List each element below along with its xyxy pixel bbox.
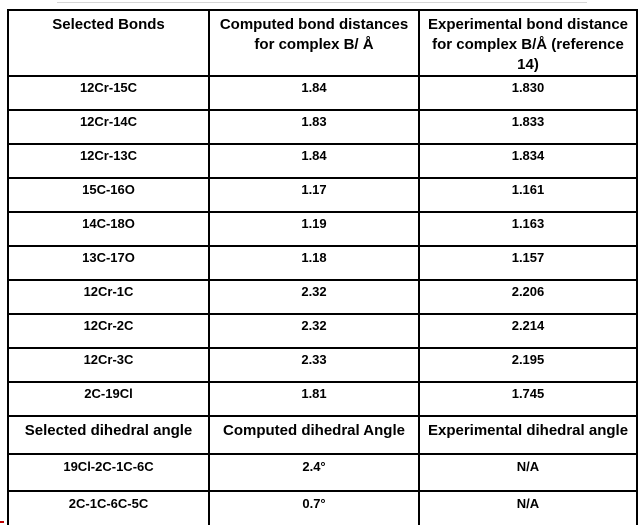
bond-label-cell: 12Cr-15C	[7, 75, 210, 111]
bond-label-cell: 13C-17O	[7, 245, 210, 281]
bond-header-row: Selected Bonds Computed bond distances f…	[7, 9, 638, 77]
computed-value-cell: 2.33	[208, 347, 420, 383]
computed-value-cell: 1.84	[208, 75, 420, 111]
red-mark-artifact	[0, 521, 4, 523]
experimental-value-cell: 1.830	[418, 75, 638, 111]
bond-label-cell: 2C-19Cl	[7, 381, 210, 417]
experimental-value-cell: 1.157	[418, 245, 638, 281]
dihedral-label-cell: 19Cl-2C-1C-6C	[7, 453, 210, 492]
header-computed-dihedral-angle: Computed dihedral Angle	[208, 415, 420, 455]
experimental-value-cell: 2.214	[418, 313, 638, 349]
computed-value-cell: 1.83	[208, 109, 420, 145]
table-row: 19Cl-2C-1C-6C 2.4° N/A	[7, 453, 638, 492]
page-top-rule	[57, 2, 587, 3]
header-computed-bond-distances: Computed bond distances for complex B/ Å	[208, 9, 420, 77]
computed-value-cell: 1.81	[208, 381, 420, 417]
table-row: 14C-18O 1.19 1.163	[7, 211, 638, 247]
bond-label-cell: 12Cr-13C	[7, 143, 210, 179]
computed-value-cell: 1.18	[208, 245, 420, 281]
experimental-value-cell: 2.195	[418, 347, 638, 383]
experimental-value-cell: 1.163	[418, 211, 638, 247]
experimental-value-cell: 2.206	[418, 279, 638, 315]
dihedral-header-row: Selected dihedral angle Computed dihedra…	[7, 415, 638, 455]
header-selected-bonds: Selected Bonds	[7, 9, 210, 77]
experimental-value-cell: 1.834	[418, 143, 638, 179]
experimental-value-cell: 1.833	[418, 109, 638, 145]
bond-label-cell: 12Cr-14C	[7, 109, 210, 145]
bond-label-cell: 12Cr-3C	[7, 347, 210, 383]
bond-label-cell: 12Cr-2C	[7, 313, 210, 349]
computed-angle-cell: 2.4°	[208, 453, 420, 492]
table-row: 2C-1C-6C-5C 0.7° N/A	[7, 490, 638, 525]
computed-value-cell: 2.32	[208, 279, 420, 315]
header-line: Selected Bonds	[52, 16, 165, 33]
table-row: 13C-17O 1.18 1.157	[7, 245, 638, 281]
header-line: for complex B/ Å	[254, 36, 374, 53]
header-experimental-dihedral-angle: Experimental dihedral angle	[418, 415, 638, 455]
experimental-value-cell: 1.161	[418, 177, 638, 213]
table-row: 2C-19Cl 1.81 1.745	[7, 381, 638, 417]
header-experimental-bond-distance: Experimental bond distance for complex B…	[418, 9, 638, 77]
computed-angle-cell: 0.7°	[208, 490, 420, 525]
table-row: 12Cr-15C 1.84 1.830	[7, 75, 638, 111]
table-row: 12Cr-2C 2.32 2.214	[7, 313, 638, 349]
experimental-value-cell: 1.745	[418, 381, 638, 417]
header-selected-dihedral-angle: Selected dihedral angle	[7, 415, 210, 455]
bond-distance-table: Selected Bonds Computed bond distances f…	[7, 9, 638, 525]
experimental-angle-cell: N/A	[418, 453, 638, 492]
header-line: Computed bond distances	[219, 16, 409, 33]
header-line: for complex B/Å (reference 14)	[432, 36, 624, 73]
header-line: Experimental bond distance	[427, 16, 629, 33]
bond-label-cell: 15C-16O	[7, 177, 210, 213]
table-row: 12Cr-13C 1.84 1.834	[7, 143, 638, 179]
table-row: 12Cr-1C 2.32 2.206	[7, 279, 638, 315]
computed-value-cell: 2.32	[208, 313, 420, 349]
bond-label-cell: 12Cr-1C	[7, 279, 210, 315]
dihedral-label-cell: 2C-1C-6C-5C	[7, 490, 210, 525]
table-row: 12Cr-3C 2.33 2.195	[7, 347, 638, 383]
computed-value-cell: 1.84	[208, 143, 420, 179]
experimental-angle-cell: N/A	[418, 490, 638, 525]
computed-value-cell: 1.19	[208, 211, 420, 247]
table-row: 15C-16O 1.17 1.161	[7, 177, 638, 213]
bond-label-cell: 14C-18O	[7, 211, 210, 247]
table-row: 12Cr-14C 1.83 1.833	[7, 109, 638, 145]
computed-value-cell: 1.17	[208, 177, 420, 213]
